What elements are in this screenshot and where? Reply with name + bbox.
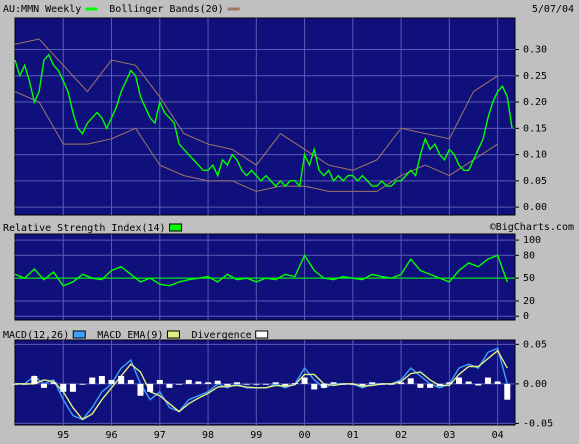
y-tick-label: 0.15 <box>523 123 547 134</box>
divergence-bar <box>98 375 105 384</box>
divergence-bar <box>494 381 501 384</box>
divergence-bar <box>369 382 376 384</box>
y-tick-label: 100 <box>523 235 541 246</box>
divergence-bar <box>21 383 28 385</box>
divergence-bar <box>340 383 347 385</box>
series-line <box>14 53 513 188</box>
legend-label: MACD EMA(9) <box>97 330 163 341</box>
y-tick-label: 0.30 <box>523 45 547 56</box>
divergence-bar <box>12 383 18 385</box>
legend-label: Relative Strength Index(14) <box>3 223 166 234</box>
divergence-bar <box>427 383 434 388</box>
plot-area <box>14 339 516 426</box>
divergence-bar <box>291 383 298 384</box>
y-tick-label: 80 <box>523 250 535 261</box>
x-tick-label: 02 <box>395 430 407 441</box>
divergence-bar <box>465 381 472 384</box>
y-tick-label: 0.00 <box>523 202 547 213</box>
divergence-bar <box>330 382 337 384</box>
divergence-bar <box>40 383 47 388</box>
bollinger-upper <box>14 38 498 171</box>
divergence-bar <box>262 383 269 385</box>
legend-swatch <box>72 330 86 339</box>
divergence-bar <box>166 383 173 388</box>
divergence-bar <box>388 383 395 385</box>
divergence-bar <box>436 383 443 387</box>
divergence-bar <box>320 383 327 388</box>
divergence-bar <box>156 379 163 384</box>
divergence-bar <box>137 383 144 396</box>
divergence-bar <box>127 379 134 384</box>
legend-swatch <box>255 330 269 339</box>
y-tick-label: 20 <box>523 296 535 307</box>
y-tick-label: 0.10 <box>523 150 547 161</box>
x-tick-label: 95 <box>57 430 69 441</box>
x-tick-label: 00 <box>299 430 311 441</box>
divergence-bar <box>118 375 125 384</box>
plot-area <box>14 233 516 321</box>
divergence-bar <box>195 381 202 384</box>
legend-label: Divergence <box>191 330 251 341</box>
divergence-bar <box>311 383 318 390</box>
y-tick-label: 0.05 <box>523 176 547 187</box>
x-tick-label: 01 <box>347 430 359 441</box>
divergence-bar <box>282 383 289 386</box>
y-tick-label: 0.20 <box>523 97 547 108</box>
divergence-bar <box>176 383 183 385</box>
divergence-bar <box>108 379 115 384</box>
x-tick-label: 03 <box>443 430 455 441</box>
divergence-bar <box>446 382 453 384</box>
x-tick-label: 99 <box>250 430 262 441</box>
divergence-bar <box>484 377 491 384</box>
x-tick-label: 97 <box>154 430 166 441</box>
chart-date: 5/07/04 <box>532 4 574 15</box>
series-line <box>15 349 508 421</box>
divergence-bar <box>272 382 279 384</box>
divergence-bar <box>79 383 86 385</box>
divergence-bar <box>504 383 511 400</box>
divergence-bar <box>398 382 405 384</box>
divergence-bar <box>301 377 308 384</box>
y-tick-label: 0.00 <box>523 379 547 390</box>
divergence-bar <box>224 383 231 386</box>
y-tick-label: 0 <box>523 311 529 322</box>
divergence-bar <box>475 383 482 386</box>
divergence-bar <box>89 377 96 384</box>
divergence-bar <box>253 383 260 385</box>
legend-swatch <box>169 223 183 232</box>
divergence-bar <box>417 383 424 388</box>
divergence-bar <box>31 375 38 384</box>
divergence-bar <box>359 383 366 386</box>
x-tick-label: 98 <box>202 430 214 441</box>
y-tick-label: 50 <box>523 273 535 284</box>
divergence-bar <box>50 382 57 384</box>
series-line <box>14 253 508 287</box>
legend-label: MACD(12,26) <box>3 330 69 341</box>
divergence-bar <box>234 382 241 384</box>
divergence-bar <box>147 383 154 392</box>
divergence-bar <box>349 383 356 385</box>
legend-swatch <box>166 330 180 339</box>
x-tick-label: 96 <box>106 430 118 441</box>
watermark: ©BigCharts.com <box>490 222 574 233</box>
divergence-bar <box>185 379 192 384</box>
legend-label: Bollinger Bands(20) <box>109 4 223 15</box>
divergence-bar <box>243 383 250 385</box>
x-tick-label: 04 <box>492 430 504 441</box>
divergence-bar <box>456 377 463 384</box>
divergence-bar <box>60 383 67 392</box>
y-tick-label: 0.05 <box>523 339 547 350</box>
y-tick-label: 0.25 <box>523 71 547 82</box>
legend-label: AU:MMN Weekly <box>3 4 81 15</box>
divergence-bar <box>214 380 221 384</box>
divergence-bar <box>69 383 76 392</box>
divergence-bar <box>205 382 212 384</box>
divergence-bar <box>407 378 414 384</box>
plot-area <box>14 17 516 216</box>
divergence-bar <box>378 383 385 385</box>
y-tick-label: -0.05 <box>523 418 553 429</box>
